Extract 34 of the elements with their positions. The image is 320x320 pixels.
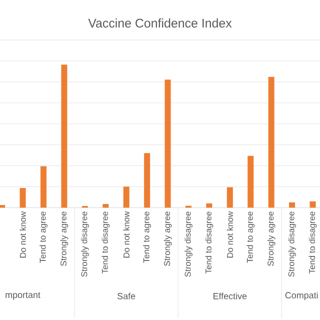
x-tick-label: Strongly disagree	[184, 212, 192, 277]
text: Compati	[285, 292, 318, 300]
bar	[61, 64, 68, 208]
x-tick-label: Do not know	[20, 211, 26, 258]
bar	[0, 204, 6, 208]
x-tick-label: Tend to disagree	[102, 212, 110, 274]
text: mportant	[6, 292, 40, 300]
x-tick-label: Strongly agree	[164, 212, 172, 266]
bar	[226, 187, 233, 208]
bar	[40, 166, 46, 208]
chart-title: Vaccine Confidence Index	[88, 18, 232, 28]
x-tick-label: Tend to agree	[143, 212, 151, 263]
x-tick-label: Strongly disagree	[288, 212, 296, 277]
x-tick-label: Do not know	[226, 211, 234, 258]
bar	[268, 76, 274, 208]
text: Safe	[118, 292, 136, 300]
x-tick-label: Tend to disagree	[205, 212, 214, 274]
bar	[310, 201, 316, 208]
x-tick-label: Tend to disagree	[308, 212, 317, 274]
x-tick-label: Do not know	[123, 211, 130, 258]
bar	[164, 80, 171, 208]
x-tick-label: Strongly agree	[267, 212, 276, 266]
x-tick-label: Strongly disagree	[80, 212, 89, 277]
bar	[123, 186, 130, 208]
x-tick-label: Tend to agree	[246, 212, 255, 263]
x-tick-label: Tend to agree	[40, 212, 48, 263]
bar	[206, 203, 212, 208]
bar	[20, 188, 26, 208]
text: Effective	[214, 292, 247, 300]
x-tick-label: Strongly agree	[60, 212, 68, 266]
bar	[102, 204, 109, 208]
bar	[289, 202, 296, 208]
bar	[144, 153, 150, 208]
bar	[248, 156, 254, 208]
